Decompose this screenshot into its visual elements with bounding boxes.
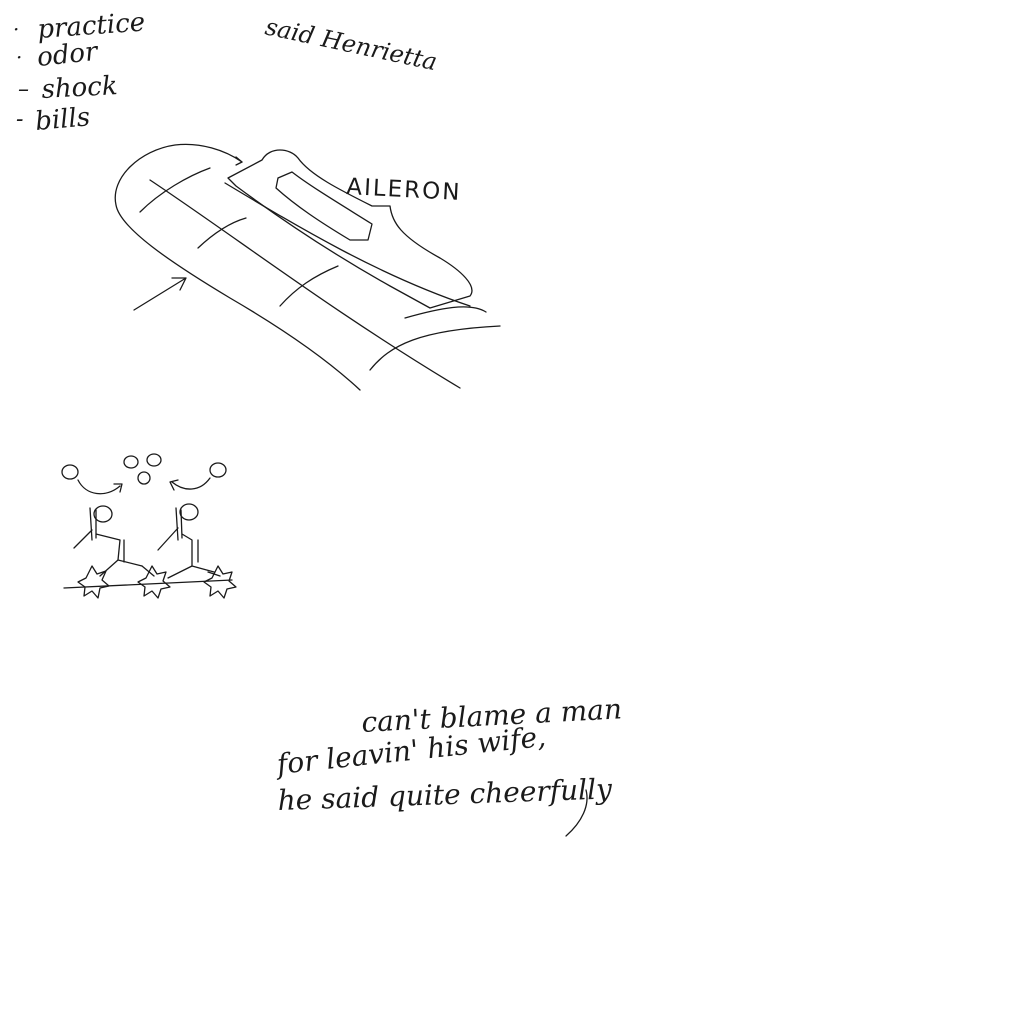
wing-tick [140, 168, 210, 212]
atom-circle [138, 472, 150, 484]
aileron-arrow [236, 157, 242, 165]
list-bullet: - [16, 107, 23, 132]
star-icon [78, 566, 109, 598]
note-list: · practice · odor – shock - bills [13, 8, 146, 137]
wing-tick [370, 326, 500, 370]
curved-arrow-icon [170, 478, 210, 490]
curved-arrow-icon [78, 480, 122, 494]
speaker-note: said Henrietta [263, 12, 440, 76]
atom-circle [124, 456, 138, 468]
molecule-sketch [62, 454, 236, 598]
wing-tick [280, 266, 338, 306]
quote-line: he said quite cheerfully [277, 772, 613, 817]
figure-head [180, 504, 198, 520]
atom-circle [210, 463, 226, 477]
atom-circle [147, 454, 161, 466]
list-item-odor: odor [36, 37, 101, 73]
wing-sketch: AILERON [115, 144, 500, 390]
list-item-shock: shock [41, 71, 119, 105]
list-bullet: · [16, 45, 22, 69]
figure-body [74, 508, 142, 566]
arrow-icon [134, 278, 186, 310]
wing-tick [198, 218, 246, 248]
wing-trailing-edge [405, 307, 486, 318]
figure-body [158, 508, 214, 572]
figure-head [94, 506, 112, 522]
quote-block: can't blame a man for leavin' his wife, … [273, 692, 622, 836]
star-icon [138, 566, 170, 598]
list-bullet: · [13, 17, 19, 41]
list-item-bills: bills [34, 102, 91, 137]
atom-circle [62, 465, 78, 479]
list-bullet: – [18, 77, 29, 102]
